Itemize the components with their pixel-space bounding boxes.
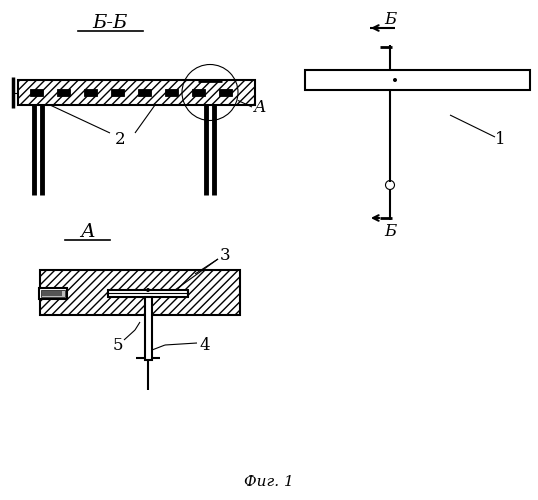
Bar (138, 89, 151, 96)
Text: 4: 4 (200, 336, 210, 353)
Bar (192, 89, 205, 96)
Text: А: А (81, 223, 95, 241)
Text: 5: 5 (113, 336, 123, 353)
Text: 2: 2 (115, 132, 125, 148)
Text: 1: 1 (494, 132, 505, 148)
Bar (108, 290, 188, 296)
Circle shape (393, 78, 397, 82)
Text: Б: Б (384, 12, 396, 28)
Text: Б-Б: Б-Б (93, 14, 128, 32)
Bar (219, 89, 232, 96)
Bar (84, 89, 97, 96)
Bar (145, 296, 152, 360)
Text: А: А (254, 98, 267, 116)
Bar (111, 89, 124, 96)
Bar (41, 290, 65, 297)
Bar (40, 270, 240, 315)
Bar (165, 89, 178, 96)
Bar (57, 89, 70, 96)
Text: 3: 3 (220, 246, 230, 264)
Circle shape (146, 288, 150, 292)
Bar (30, 89, 43, 96)
Bar (39, 288, 67, 299)
Bar (42, 291, 62, 296)
Text: Б: Б (384, 224, 396, 240)
Text: Фиг. 1: Фиг. 1 (244, 475, 294, 489)
Bar (18, 80, 255, 105)
Bar (305, 70, 530, 90)
